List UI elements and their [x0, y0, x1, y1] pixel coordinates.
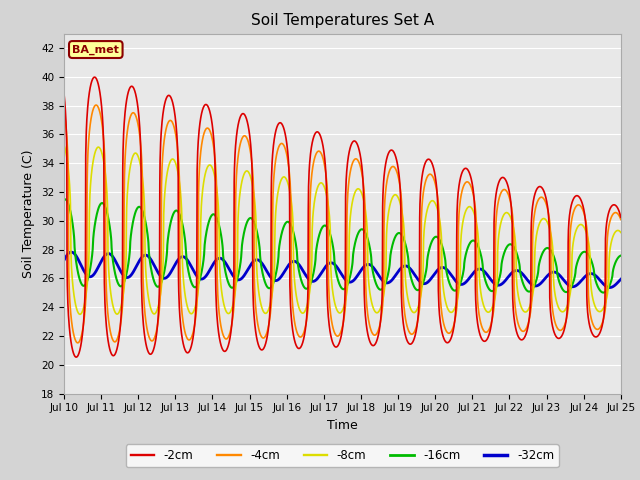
- Text: BA_met: BA_met: [72, 44, 119, 55]
- X-axis label: Time: Time: [327, 419, 358, 432]
- Legend: -2cm, -4cm, -8cm, -16cm, -32cm: -2cm, -4cm, -8cm, -16cm, -32cm: [126, 444, 559, 467]
- Y-axis label: Soil Temperature (C): Soil Temperature (C): [22, 149, 35, 278]
- Title: Soil Temperatures Set A: Soil Temperatures Set A: [251, 13, 434, 28]
